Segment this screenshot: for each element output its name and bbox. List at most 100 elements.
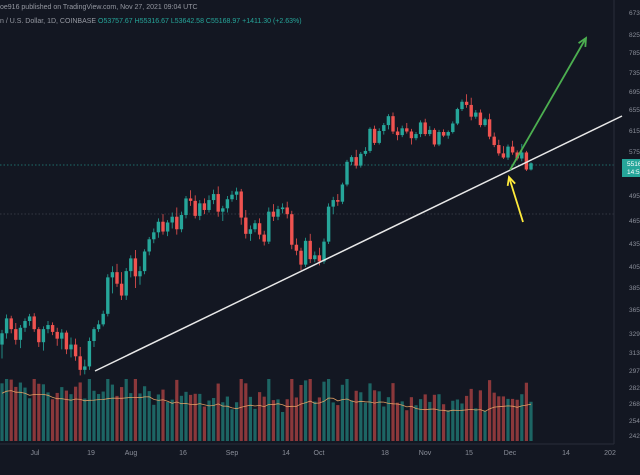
candle-body <box>64 332 69 350</box>
volume-bar <box>409 397 413 441</box>
volume-bar <box>354 390 358 441</box>
volume-bar <box>175 379 179 441</box>
volume-bar <box>83 398 87 441</box>
candle-body <box>165 222 170 232</box>
candle-body <box>446 132 450 136</box>
volume-bar <box>313 401 317 441</box>
volume-bar <box>405 410 409 441</box>
candle-body <box>188 198 193 201</box>
candle-body <box>395 131 400 136</box>
candle-body <box>464 101 469 105</box>
candle-body <box>207 200 211 210</box>
y-axis-tick-label: 4050 <box>629 264 640 271</box>
candle-body <box>175 216 179 230</box>
green-up-arrow-head <box>578 36 588 48</box>
volume-bar <box>170 399 174 441</box>
candle-body <box>23 321 27 328</box>
volume-bar <box>262 396 266 441</box>
volume-bar <box>193 393 197 441</box>
volume-bar <box>207 400 211 441</box>
volume-bar <box>497 396 501 441</box>
candle-body <box>193 200 197 216</box>
candle-body <box>428 129 432 135</box>
volume-bar <box>290 379 294 441</box>
volume-bar <box>106 379 110 441</box>
candle-body <box>372 128 377 143</box>
candle-body <box>506 146 510 158</box>
candle-body <box>271 211 276 217</box>
candle-body <box>432 129 437 145</box>
volume-bar <box>267 379 271 441</box>
x-axis-tick-label: Jul <box>31 450 40 457</box>
volume-bar <box>322 381 326 441</box>
candle-body <box>377 131 381 143</box>
volume-bar <box>9 379 13 441</box>
x-axis-tick-label: 14 <box>562 450 570 457</box>
candle-body <box>50 325 55 332</box>
volume-bar <box>244 383 248 441</box>
x-axis-tick-label: 14 <box>282 450 290 457</box>
volume-bar <box>124 379 128 441</box>
candle-body <box>524 152 529 170</box>
candle-body <box>115 272 119 284</box>
candle-body <box>87 341 92 367</box>
close-value: C55168.97 <box>205 18 241 25</box>
candle-body <box>138 271 142 277</box>
volume-bar <box>359 392 363 441</box>
candle-body <box>474 112 478 117</box>
volume-bar <box>198 393 202 441</box>
volume-bar <box>23 387 27 441</box>
yellow-arrow <box>508 176 524 223</box>
y-axis-tick-label: 8250 <box>629 32 640 39</box>
volume-bar <box>216 383 220 441</box>
volume-bar <box>419 399 423 441</box>
volume-bar <box>414 405 418 441</box>
candle-body <box>497 145 501 154</box>
candle-body <box>368 128 372 151</box>
last-price-badge <box>622 159 640 177</box>
volume-bar <box>317 397 321 441</box>
candle-body <box>336 200 340 202</box>
chart-publisher-line: oe916 published on TradingView.com, Nov … <box>0 4 198 11</box>
volume-bar <box>189 394 193 441</box>
candle-body <box>515 152 519 159</box>
y-axis-tick-label: 6550 <box>629 107 640 114</box>
candle-body <box>170 216 174 223</box>
volume-bar <box>235 402 239 441</box>
volume-bar <box>37 383 41 441</box>
x-axis-tick-label: Aug <box>125 450 138 457</box>
volume-bar <box>87 379 91 441</box>
candle-body <box>0 333 4 345</box>
candle-body <box>41 329 46 343</box>
chart-ohlc-line: n / U.S. Dollar, 1D, COINBASE O53757.67 … <box>0 17 302 26</box>
green-up-arrow <box>509 37 587 171</box>
candle-body <box>110 272 115 278</box>
candle-body <box>414 134 418 139</box>
candle-body <box>280 207 285 210</box>
volume-bar <box>166 402 170 441</box>
candle-body <box>147 239 151 252</box>
candle-body <box>492 136 496 146</box>
candle-body <box>119 283 124 296</box>
candle-body <box>262 234 266 242</box>
volume-bar <box>331 402 335 441</box>
x-axis-tick-label: 19 <box>87 450 95 457</box>
candle-body <box>326 206 331 242</box>
volume-bar <box>474 408 478 441</box>
candle-body <box>96 324 101 330</box>
y-axis-tick-label: 6950 <box>629 89 640 96</box>
candle-body <box>400 128 404 136</box>
volume-bar <box>423 394 427 441</box>
volume-bar <box>92 390 96 441</box>
candle-body <box>349 157 354 162</box>
candle-body <box>441 132 446 136</box>
candle-body <box>78 356 82 370</box>
candle-body <box>354 157 358 166</box>
candle-body <box>32 316 36 330</box>
volume-bar <box>451 400 455 441</box>
candle-body <box>382 125 386 131</box>
candle-body <box>363 150 368 154</box>
x-axis-tick-label: Sep <box>226 450 239 457</box>
volume-bar <box>368 383 372 441</box>
